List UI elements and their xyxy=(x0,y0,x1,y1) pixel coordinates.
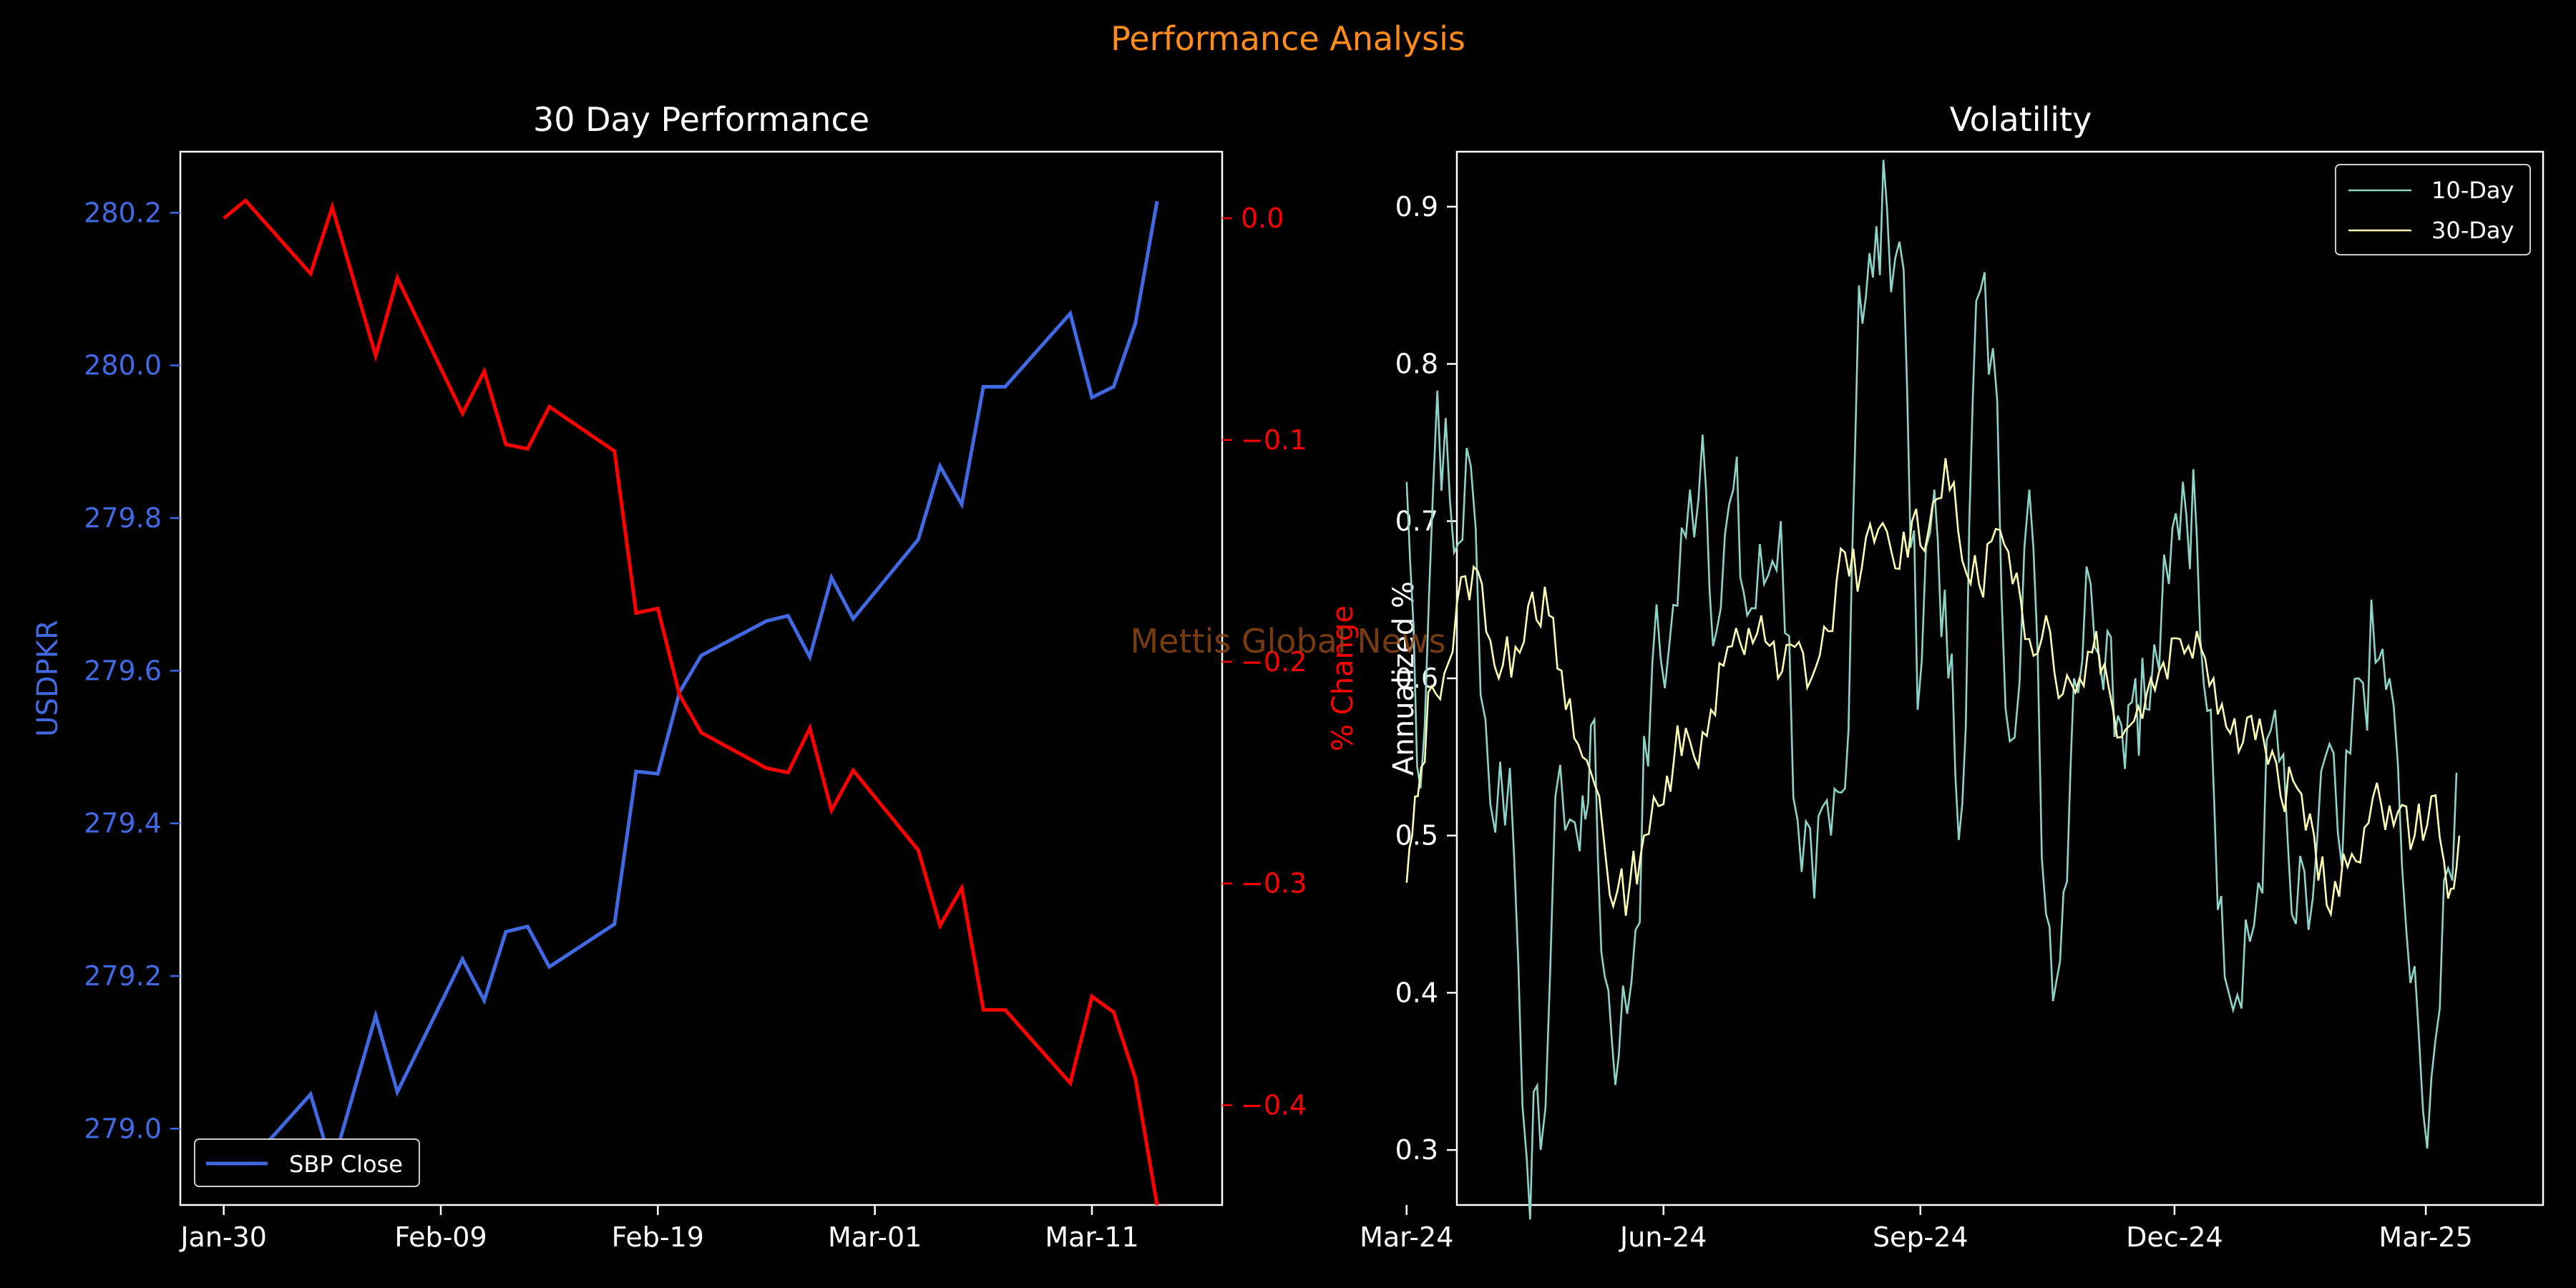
legend-label-sbp-close: SBP Close xyxy=(289,1151,403,1178)
legend-frame xyxy=(194,1138,420,1187)
y-tick-label: 0.9 xyxy=(1395,191,1438,223)
volatility-chart: Volatility Annualized % Mar-24 Jun-24 Sep-… xyxy=(1360,100,2545,1253)
y-tick-label: 0.3 xyxy=(1395,1134,1438,1166)
x-tick-label: Mar-11 xyxy=(1045,1221,1138,1253)
y-tick-label: 279.0 xyxy=(84,1113,162,1144)
x-tick-label: Sep-24 xyxy=(1873,1221,1968,1253)
y-tick-label: 0.8 xyxy=(1395,348,1438,380)
performance-title: 30 Day Performance xyxy=(533,100,869,139)
performance-legend: SBP Close xyxy=(194,1138,420,1187)
volatility-title: Volatility xyxy=(1950,100,2092,139)
y-tick-label: 0.5 xyxy=(1395,820,1438,852)
performance-ylabel-right: % Change xyxy=(1327,605,1360,751)
y-tick-label: 280.0 xyxy=(84,350,162,381)
y-tick-label: 279.6 xyxy=(84,655,162,686)
series-line-30-day xyxy=(1405,458,2461,918)
y-right-tick-label: −0.1 xyxy=(1241,424,1307,456)
x-tick-label: Mar-24 xyxy=(1360,1221,1453,1253)
y-tick-label: 279.8 xyxy=(84,502,162,534)
legend-frame xyxy=(2335,164,2531,255)
x-tick-label: Mar-01 xyxy=(828,1221,922,1253)
x-tick-label: Jan-30 xyxy=(179,1221,267,1253)
y-right-tick-label: −0.2 xyxy=(1241,646,1307,678)
performance-ylabel: USDPKR xyxy=(31,620,64,737)
legend-label-30-day: 30-Day xyxy=(2431,217,2514,244)
series-line-percent-change xyxy=(223,197,1159,1206)
x-tick-label: Feb-19 xyxy=(612,1221,704,1253)
volatility-legend: 10-Day 30-Day xyxy=(2335,164,2531,255)
watermark: Mettis Global News xyxy=(1130,622,1445,660)
x-tick-label: Jun-24 xyxy=(1619,1221,1707,1253)
series-line-10-day xyxy=(1405,160,2458,1220)
y-right-tick-label: −0.3 xyxy=(1241,868,1307,899)
x-tick-label: Feb-09 xyxy=(394,1221,487,1253)
y-tick-label: 279.4 xyxy=(84,808,162,839)
y-right-tick-label: 0.0 xyxy=(1241,203,1284,234)
x-tick-label: Mar-25 xyxy=(2379,1221,2472,1253)
y-tick-label: 0.4 xyxy=(1395,977,1438,1008)
series-line-sbp-close xyxy=(223,200,1159,1174)
performance-plot-frame xyxy=(179,150,1224,1206)
x-tick-label: Dec-24 xyxy=(2126,1221,2223,1253)
y-tick-label: 279.2 xyxy=(84,960,162,992)
y-tick-label: 280.2 xyxy=(84,197,162,228)
performance-chart: 30 Day Performance USDPKR % Change Jan-3… xyxy=(31,100,1360,1253)
y-right-tick-label: −0.4 xyxy=(1241,1090,1307,1121)
y-tick-label: 0.6 xyxy=(1395,663,1438,694)
figure-title: Performance Analysis xyxy=(1111,19,1465,58)
legend-label-10-day: 10-Day xyxy=(2431,177,2514,204)
